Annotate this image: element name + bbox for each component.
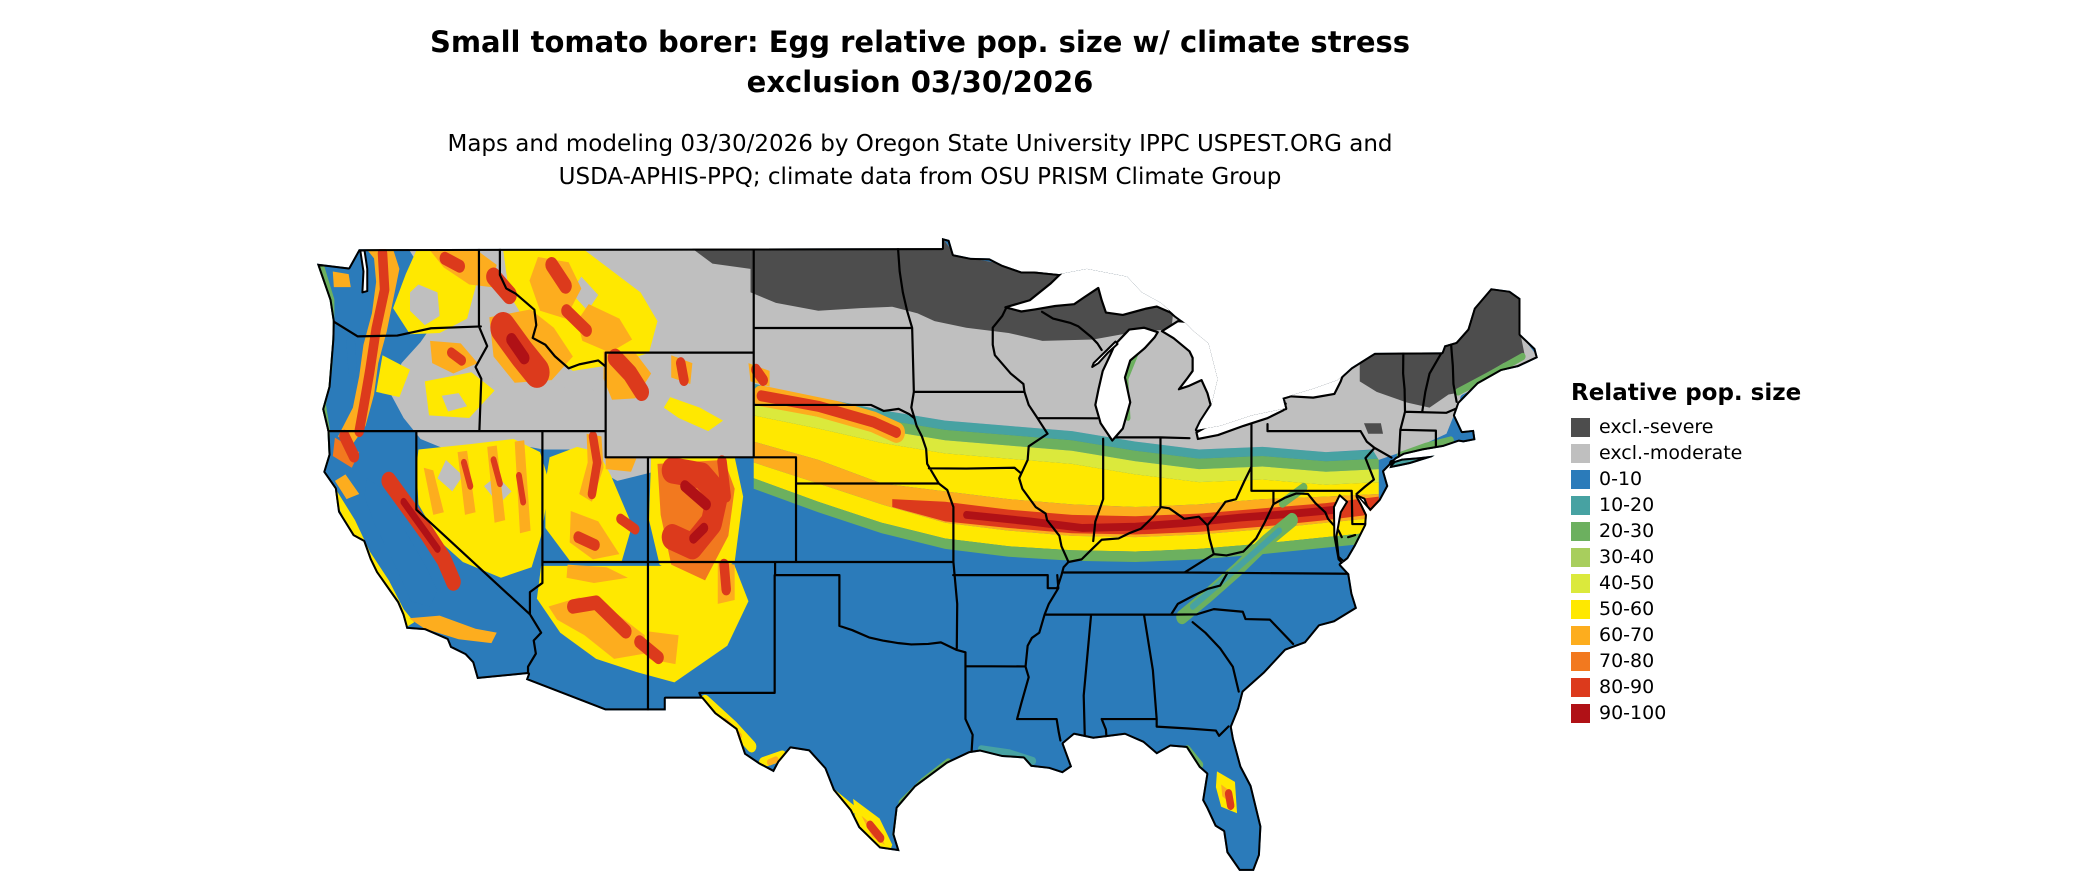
legend-swatch-60-70 (1571, 625, 1590, 645)
subtitle-line-1: Maps and modeling 03/30/2026 by Oregon S… (447, 131, 1393, 157)
legend-swatch-10-20 (1571, 495, 1590, 515)
legend-item: 90-100 (1571, 702, 1801, 724)
legend-swatch-80-90 (1571, 677, 1590, 697)
state-borders (324, 248, 1456, 752)
legend-swatch-50-60 (1571, 599, 1590, 619)
legend-item: excl.-moderate (1571, 442, 1801, 464)
legend: Relative pop. size excl.-severe excl.-mo… (1571, 380, 1801, 730)
subtitle-line-2: USDA-APHIS-PPQ; climate data from OSU PR… (558, 164, 1282, 191)
legend-item-label: 40-50 (1599, 572, 1655, 594)
legend-item-label: 90-100 (1599, 702, 1667, 724)
map-subtitle: Maps and modeling 03/30/2026 by Oregon S… (0, 128, 1840, 195)
legend-item-label: 0-10 (1599, 468, 1643, 490)
legend-item-label: 60-70 (1599, 624, 1655, 646)
region-west-red (339, 247, 1235, 843)
legend-item-label: 80-90 (1599, 676, 1655, 698)
chesapeake-bay (1334, 495, 1347, 565)
legend-item-label: 30-40 (1599, 546, 1655, 568)
lake-ontario (1282, 370, 1345, 398)
legend-item: 10-20 (1571, 494, 1801, 516)
legend-swatch-excl-moderate (1571, 443, 1590, 463)
legend-item: excl.-severe (1571, 416, 1801, 438)
title-line-1: Small tomato borer: Egg relative pop. si… (429, 25, 1411, 59)
legend-item-label: 70-80 (1599, 650, 1655, 672)
legend-item: 30-40 (1571, 546, 1801, 568)
puget-sound (360, 251, 367, 293)
legend-swatch-30-40 (1571, 547, 1590, 567)
legend-item: 80-90 (1571, 676, 1801, 698)
us-choropleth-map (316, 237, 1538, 871)
title-line-2: exclusion 03/30/2026 (746, 65, 1094, 100)
legend-swatch-20-30 (1571, 521, 1590, 541)
legend-swatch-90-100 (1571, 703, 1590, 723)
legend-swatch-70-80 (1571, 651, 1590, 671)
legend-item: 60-70 (1571, 624, 1801, 646)
legend-item-label: 50-60 (1599, 598, 1655, 620)
legend-swatch-0-10 (1571, 469, 1590, 489)
map-projection-group (316, 237, 1538, 871)
lake-michigan (1095, 328, 1157, 441)
legend-item-label: excl.-severe (1599, 416, 1714, 438)
map-title: Small tomato borer: Egg relative pop. si… (0, 22, 1840, 102)
legend-item: 50-60 (1571, 598, 1801, 620)
legend-item-label: 20-30 (1599, 520, 1655, 542)
legend-item: 20-30 (1571, 520, 1801, 542)
legend-item-label: 10-20 (1599, 494, 1655, 516)
map-land (316, 237, 1538, 871)
legend-title: Relative pop. size (1571, 380, 1802, 406)
legend-swatch-excl-severe (1571, 417, 1590, 437)
green-bay (1092, 342, 1117, 367)
legend-item-label: excl.-moderate (1599, 442, 1743, 464)
region-excl-severe (691, 237, 1525, 434)
legend-swatch-40-50 (1571, 573, 1590, 593)
legend-item: 70-80 (1571, 650, 1801, 672)
population-band (752, 384, 1379, 563)
legend-item: 40-50 (1571, 572, 1801, 594)
legend-item: 0-10 (1571, 468, 1801, 490)
